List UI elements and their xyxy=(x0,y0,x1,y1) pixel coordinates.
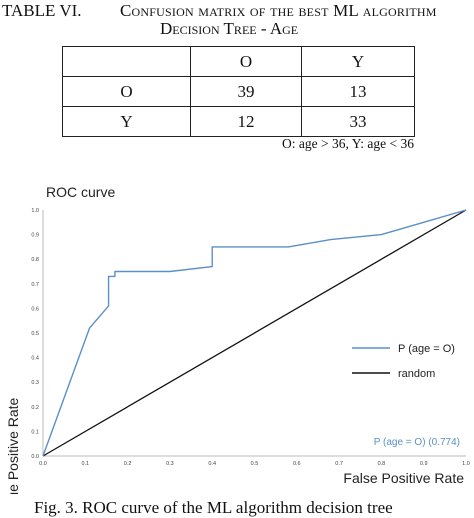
x-axis-label: False Positive Rate xyxy=(343,470,464,486)
x-tick-label: 0.2 xyxy=(124,461,132,467)
x-tick-label: 0.7 xyxy=(335,461,343,467)
table-row: Y 12 33 xyxy=(62,106,415,137)
legend-label: P (age = O) xyxy=(398,343,455,355)
table-label: TABLE VI. xyxy=(2,1,82,20)
roc-series-line xyxy=(42,209,467,457)
y-axis-label: True Positive Rate xyxy=(5,397,21,494)
table-cell: 12 xyxy=(190,106,302,137)
table-row-label: Y xyxy=(62,106,191,137)
y-tick-label: 0.7 xyxy=(31,282,39,288)
table-note: O: age > 36, Y: age < 36 xyxy=(282,136,414,151)
y-tick-label: 0.3 xyxy=(31,380,39,386)
chart-ticks: 0.0 0.1 0.2 0.3 0.4 0.5 0.6 0.7 0.8 0.9 1.0 0.0 0.1 0… xyxy=(31,208,469,467)
x-tick-label: 0.3 xyxy=(166,461,174,467)
table-cell: 33 xyxy=(301,106,415,137)
chart-legend: P (age = O) random xyxy=(352,343,455,380)
x-tick-label: 0.4 xyxy=(208,461,216,467)
table-title-line2: Decision Tree - Age xyxy=(160,19,299,38)
y-tick-label: 1.0 xyxy=(31,208,39,214)
y-tick-label: 0.4 xyxy=(31,356,39,362)
table-row-label: O xyxy=(62,76,191,107)
x-tick-label: 0.5 xyxy=(251,461,259,467)
table-header-row: O Y xyxy=(62,46,415,77)
random-baseline-line xyxy=(42,209,467,457)
x-tick-label: 0.6 xyxy=(293,461,301,467)
x-tick-label: 0.0 xyxy=(39,461,47,467)
y-tick-label: 0.5 xyxy=(31,331,39,337)
table-cell: 39 xyxy=(190,76,302,107)
table-title-line1: Confusion matrix of the best ML algorith… xyxy=(120,1,437,20)
x-tick-label: 0.1 xyxy=(81,461,89,467)
x-tick-label: 1.0 xyxy=(462,461,470,467)
table-cell: 13 xyxy=(301,76,415,107)
table-row: O 39 13 xyxy=(62,76,415,107)
confusion-matrix-table: O Y O 39 13 Y 12 33 xyxy=(62,46,415,137)
legend-label: random xyxy=(398,368,435,380)
y-tick-label: 0.6 xyxy=(31,306,39,312)
table-header-cell xyxy=(62,46,191,77)
table-caption: TABLE VI. Confusion matrix of the best M… xyxy=(0,0,474,38)
y-tick-label: 0.0 xyxy=(31,454,39,460)
x-tick-label: 0.9 xyxy=(420,461,428,467)
figure-caption: Fig. 3. ROC curve of the ML algorithm de… xyxy=(34,498,393,517)
y-tick-label: 0.9 xyxy=(31,233,39,239)
chart-title: ROC curve xyxy=(46,184,115,200)
table-header-cell: O xyxy=(190,46,302,77)
x-tick-label: 0.8 xyxy=(378,461,386,467)
y-tick-label: 0.2 xyxy=(31,405,39,411)
table-header-cell: Y xyxy=(301,46,415,77)
y-tick-label: 0.8 xyxy=(31,257,39,263)
auc-annotation: P (age = O) (0.774) xyxy=(374,437,460,448)
y-tick-label: 0.1 xyxy=(31,429,39,435)
chart-series xyxy=(42,209,467,457)
roc-chart: ROC curve True Positive Rate False Posit… xyxy=(5,184,470,494)
chart-axes xyxy=(42,210,466,457)
